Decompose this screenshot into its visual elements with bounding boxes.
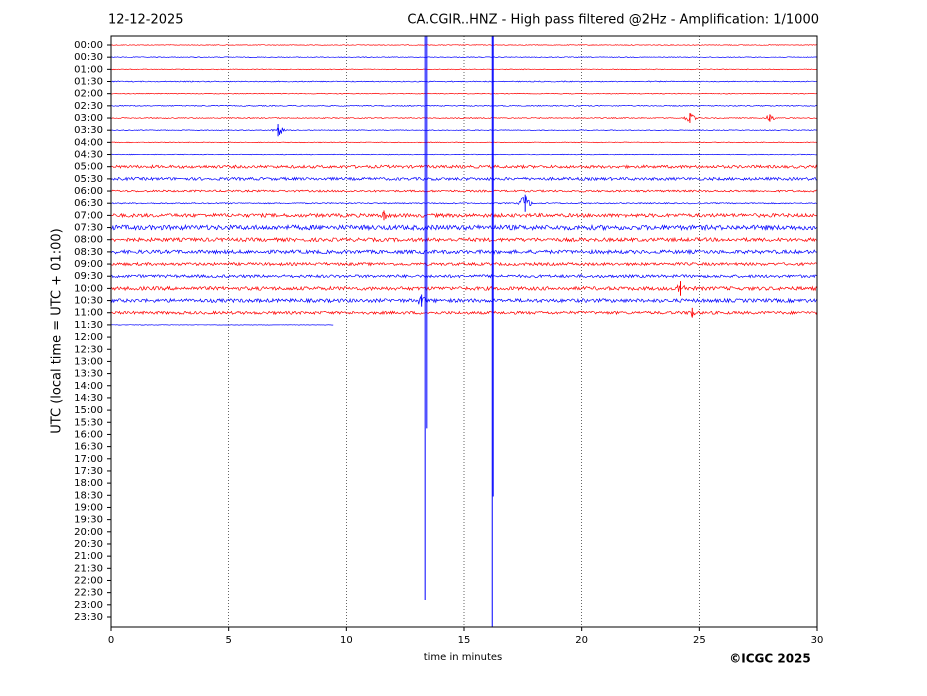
trace (110, 211, 818, 219)
trace (110, 273, 818, 279)
trace (110, 104, 818, 107)
x-tick-label: 0 (108, 635, 114, 646)
y-tick-label: 13:30 (74, 369, 103, 380)
y-tick-label: 10:30 (74, 296, 103, 307)
trace (110, 189, 818, 193)
y-tick-label: 16:00 (74, 429, 103, 440)
x-tick-label: 15 (458, 635, 471, 646)
trace (110, 236, 818, 243)
y-tick-label: 11:30 (74, 320, 103, 331)
y-tick-label: 06:30 (74, 198, 103, 209)
trace (110, 295, 818, 305)
trace (111, 80, 818, 83)
y-tick-label: 07:30 (74, 223, 103, 234)
trace (110, 56, 818, 58)
trace (110, 164, 818, 170)
chart-date: 12-12-2025 (108, 13, 184, 28)
y-tick-label: 11:00 (74, 308, 103, 319)
y-tick-label: 18:00 (74, 478, 103, 489)
trace (110, 283, 818, 292)
y-tick-label: 03:00 (74, 113, 103, 124)
y-tick-label: 17:00 (74, 454, 103, 465)
y-tick-label: 15:00 (74, 405, 103, 416)
y-tick-label: 18:30 (74, 490, 103, 501)
y-tick-label: 00:00 (74, 40, 103, 51)
trace (110, 248, 818, 256)
x-tick-label: 5 (225, 635, 231, 646)
x-tick-label: 10 (340, 635, 353, 646)
y-tick-label: 05:00 (74, 162, 103, 173)
trace (110, 113, 818, 122)
x-tick-label: 25 (693, 635, 706, 646)
y-tick-label: 14:00 (74, 381, 103, 392)
y-tick-label: 12:00 (74, 332, 103, 343)
y-axis-label: UTC (local time = UTC + 01:00) (50, 228, 65, 433)
y-tick-label: 04:30 (74, 150, 103, 161)
trace (110, 223, 818, 232)
trace (110, 176, 818, 182)
y-tick-label: 22:30 (74, 588, 103, 599)
y-tick-label: 21:00 (74, 551, 103, 562)
trace (110, 261, 818, 267)
y-tick-label: 13:00 (74, 356, 103, 367)
y-tick-label: 08:00 (74, 235, 103, 246)
y-tick-label: 19:30 (74, 515, 103, 526)
y-tick-label: 05:30 (74, 174, 103, 185)
y-tick-label: 07:00 (74, 210, 103, 221)
trace (110, 196, 818, 207)
y-tick-label: 16:30 (74, 442, 103, 453)
y-tick-label: 19:00 (74, 502, 103, 513)
y-tick-label: 09:30 (74, 271, 103, 282)
y-tick-label: 23:30 (74, 612, 103, 623)
y-tick-label: 14:30 (74, 393, 103, 404)
y-tick-label: 04:00 (74, 137, 103, 148)
y-tick-label: 02:00 (74, 89, 103, 100)
y-tick-label: 01:00 (74, 64, 103, 75)
credit: ©ICGC 2025 (729, 652, 811, 666)
y-tick-label: 03:30 (74, 125, 103, 136)
y-tick-label: 00:30 (74, 52, 103, 63)
trace (111, 92, 817, 95)
x-tick-label: 20 (575, 635, 588, 646)
trace (110, 310, 818, 317)
y-tick-label: 12:30 (74, 344, 103, 355)
x-tick-label: 30 (811, 635, 824, 646)
y-tick-label: 02:30 (74, 101, 103, 112)
y-tick-label: 17:30 (74, 466, 103, 477)
y-tick-label: 15:30 (74, 417, 103, 428)
plot-frame (110, 35, 818, 628)
y-tick-label: 23:00 (74, 600, 103, 611)
x-axis-label: time in minutes (424, 652, 503, 663)
chart-title: CA.CGIR..HNZ - High pass filtered @2Hz -… (407, 13, 819, 28)
trace (110, 153, 818, 156)
trace (110, 141, 818, 144)
trace (110, 68, 818, 71)
y-tick-label: 10:00 (74, 283, 103, 294)
y-tick-label: 06:00 (74, 186, 103, 197)
trace (110, 127, 818, 136)
y-tick-label: 21:30 (74, 563, 103, 574)
trace (110, 44, 818, 46)
y-tick-label: 01:30 (74, 77, 103, 88)
y-tick-label: 20:30 (74, 539, 103, 550)
y-tick-label: 22:00 (74, 575, 103, 586)
y-tick-label: 08:30 (74, 247, 103, 258)
y-tick-label: 09:00 (74, 259, 103, 270)
trace (110, 324, 334, 326)
y-tick-label: 20:00 (74, 527, 103, 538)
